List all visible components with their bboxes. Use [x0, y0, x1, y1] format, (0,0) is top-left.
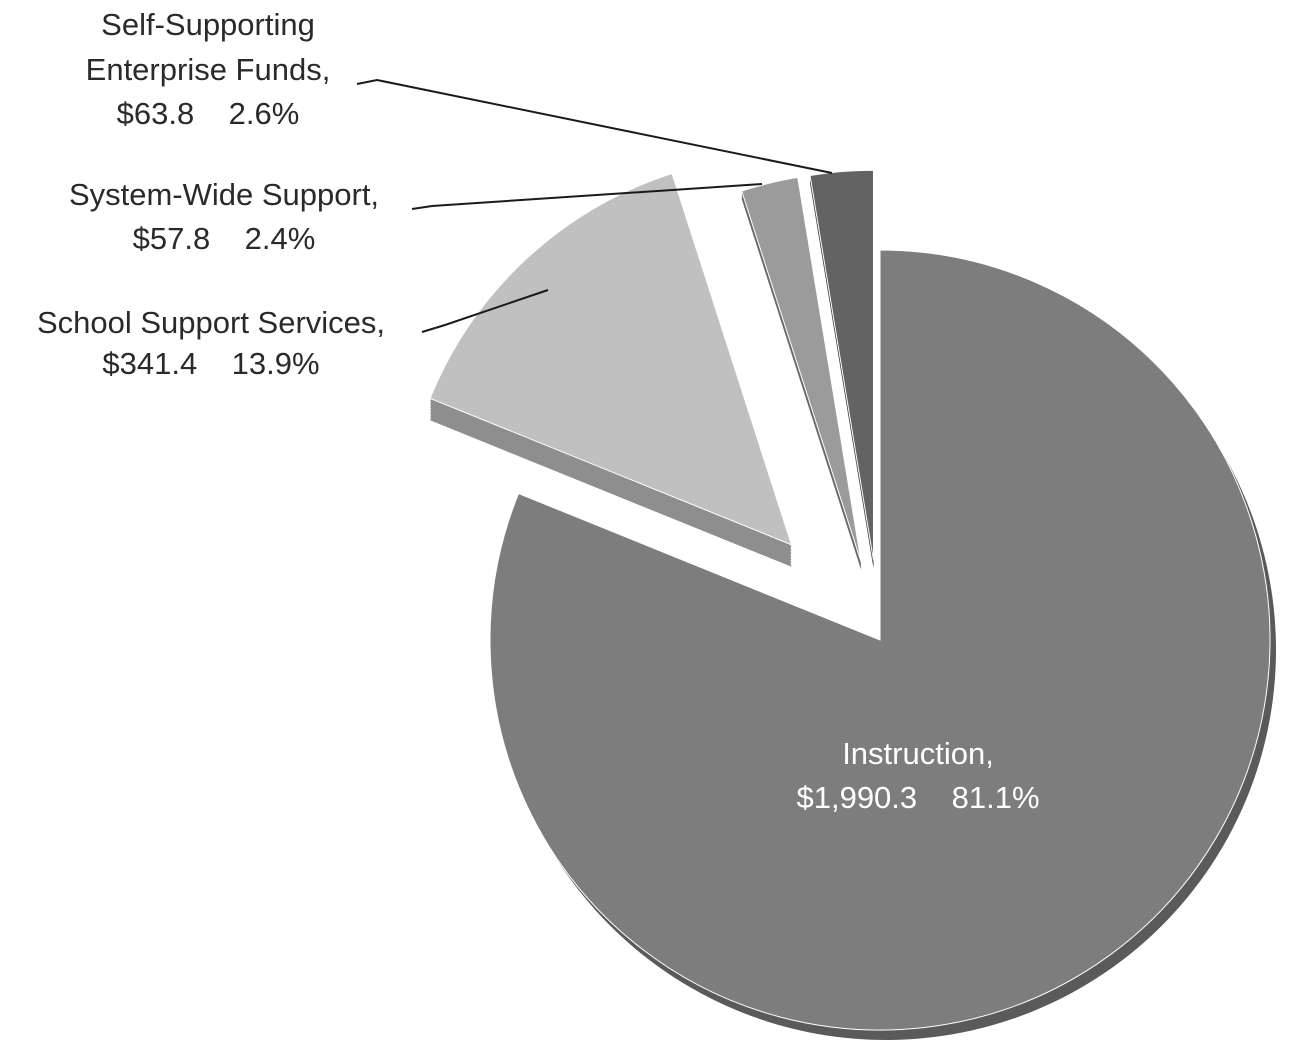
label-enterprise-line0: Self-Supporting [101, 7, 315, 42]
leader-lines [356, 78, 833, 333]
pie-slice-enterprise-funds [809, 169, 874, 561]
leader-line-system-wide [411, 183, 763, 210]
leader-line-enterprise-funds [356, 78, 833, 174]
pie-slice-system-wide [741, 176, 862, 563]
leader-line-school-support [421, 289, 549, 333]
pie-slice-instruction [489, 249, 1271, 1031]
label-system-wide-line2: $57.8 2.4% [133, 221, 316, 256]
label-school-support-line2: $341.4 13.9% [102, 346, 319, 381]
label-enterprise-line2: $63.8 2.6% [117, 96, 300, 131]
pie-slice-school-support [429, 172, 793, 546]
label-system-wide-line1: System-Wide Support, [69, 177, 379, 212]
slice-labels: Self-Supporting Enterprise Funds, $63.8 … [37, 7, 1040, 815]
slices-layer [429, 169, 1276, 1041]
label-instruction-line2: $1,990.3 81.1% [796, 780, 1039, 815]
label-school-support-line1: School Support Services, [37, 305, 385, 340]
label-instruction-line1: Instruction, [842, 736, 994, 771]
label-enterprise-line1: Enterprise Funds, [86, 52, 331, 87]
